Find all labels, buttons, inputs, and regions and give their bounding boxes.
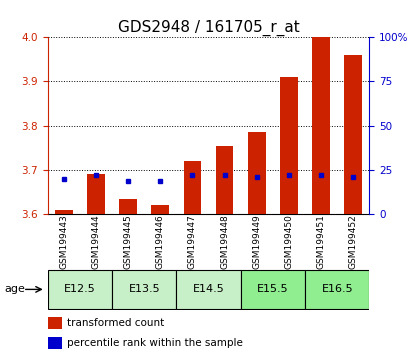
Text: E13.5: E13.5 — [128, 284, 160, 295]
Bar — [183, 161, 201, 214]
Bar — [241, 270, 305, 309]
Text: GSM199452: GSM199452 — [349, 214, 358, 269]
Text: GSM199448: GSM199448 — [220, 214, 229, 269]
Text: E12.5: E12.5 — [64, 284, 96, 295]
Bar — [344, 55, 362, 214]
Text: E16.5: E16.5 — [321, 284, 353, 295]
Text: transformed count: transformed count — [67, 318, 164, 329]
Bar — [312, 37, 330, 214]
Bar — [305, 270, 369, 309]
Bar — [248, 132, 266, 214]
Text: GSM199451: GSM199451 — [317, 214, 326, 269]
Text: GSM199446: GSM199446 — [156, 214, 165, 269]
Bar — [112, 270, 176, 309]
Bar — [280, 77, 298, 214]
Bar — [151, 205, 169, 214]
Text: age: age — [4, 284, 25, 295]
Bar — [87, 175, 105, 214]
Text: E15.5: E15.5 — [257, 284, 289, 295]
Text: GSM199450: GSM199450 — [284, 214, 293, 269]
Text: E14.5: E14.5 — [193, 284, 225, 295]
Bar — [48, 270, 112, 309]
Text: GSM199447: GSM199447 — [188, 214, 197, 269]
Text: GSM199445: GSM199445 — [124, 214, 133, 269]
Bar — [216, 145, 234, 214]
Text: GSM199444: GSM199444 — [91, 214, 100, 269]
Text: percentile rank within the sample: percentile rank within the sample — [67, 338, 243, 348]
Bar — [176, 270, 241, 309]
Bar — [48, 318, 62, 329]
Text: GSM199449: GSM199449 — [252, 214, 261, 269]
Text: GSM199443: GSM199443 — [59, 214, 68, 269]
Bar — [48, 337, 62, 349]
Title: GDS2948 / 161705_r_at: GDS2948 / 161705_r_at — [118, 19, 299, 36]
Bar — [55, 210, 73, 214]
Bar — [119, 199, 137, 214]
